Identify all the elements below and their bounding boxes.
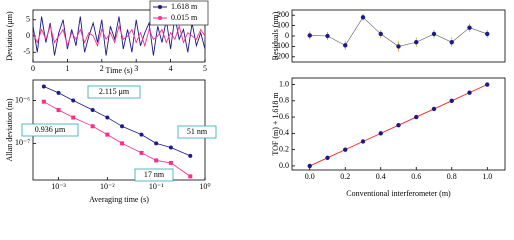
data-point	[90, 107, 95, 112]
data-point	[41, 84, 46, 89]
y-tick-label: 0.6	[279, 112, 289, 121]
x-tick-label: 0.0	[305, 172, 315, 181]
x-tick-label: 0.6	[411, 172, 421, 181]
data-point	[414, 114, 419, 120]
y-axis-label: Deviation (μm)	[5, 11, 14, 61]
x-axis-label: Averaging time (s)	[89, 195, 149, 204]
data-point	[307, 33, 312, 38]
data-point	[56, 107, 61, 112]
data-point	[378, 131, 383, 136]
data-point	[449, 98, 454, 103]
data-point	[325, 155, 330, 160]
data-point	[188, 174, 193, 179]
y-tick-label: 5	[26, 15, 30, 24]
annotation: 17 nm	[144, 170, 165, 179]
x-tick-label: 0	[31, 64, 35, 73]
y-tick-label: 10⁻⁷	[15, 138, 30, 147]
series-line	[43, 101, 191, 177]
data-point	[431, 106, 437, 112]
data-point	[120, 141, 125, 146]
annotation: 2.115 μm	[99, 87, 130, 96]
y-tick-label: 0	[26, 31, 30, 40]
x-tick-label: 3	[134, 64, 138, 73]
data-point	[343, 43, 348, 48]
series-line	[43, 86, 191, 157]
data-point	[485, 31, 490, 37]
legend-label: 1.618 m	[171, 2, 198, 11]
legend	[149, 0, 209, 26]
y-tick-label: 1.0	[279, 79, 289, 88]
data-point	[396, 44, 401, 49]
data-point	[414, 40, 419, 45]
plot-frame	[291, 77, 506, 171]
data-point	[378, 31, 383, 37]
legend-marker	[158, 5, 162, 9]
data-point	[139, 150, 144, 155]
data-point	[485, 82, 490, 87]
data-point	[467, 90, 472, 95]
y-tick-label: 0.4	[279, 128, 289, 137]
x-tick-label: 5	[203, 64, 207, 73]
data-point	[41, 99, 46, 104]
annotation-box	[21, 123, 79, 137]
y-axis-label: Residuals (nm)	[271, 11, 280, 60]
x-axis-label: Conventional interferometer (m)	[346, 189, 451, 198]
data-point	[343, 147, 348, 152]
data-point	[431, 31, 437, 37]
x-axis-label: Time (s)	[105, 66, 132, 75]
data-point	[90, 124, 95, 129]
y-tick-label: -100	[274, 41, 289, 50]
x-tick-label: 4	[169, 64, 173, 73]
x-tick-label: 0.2	[340, 172, 350, 181]
annotation-box	[177, 125, 217, 139]
data-point	[396, 123, 401, 128]
y-tick-label: 200	[277, 10, 289, 19]
data-point	[56, 90, 61, 95]
data-point	[120, 124, 125, 129]
x-tick-label: 1	[65, 64, 69, 73]
y-axis-label: TOF (m) + 1.618 m	[271, 92, 280, 156]
data-point	[307, 163, 312, 169]
data-point	[71, 98, 76, 103]
data-point	[105, 132, 110, 137]
annotation: 51 nm	[187, 127, 208, 136]
data-point	[360, 139, 366, 144]
y-tick-label: 0	[285, 31, 289, 40]
data-point	[139, 132, 144, 137]
data-point	[188, 153, 193, 158]
annotation-box	[87, 85, 141, 99]
x-tick-label: 10⁻³	[51, 182, 66, 191]
x-tick-label: 0.8	[447, 172, 457, 181]
data-point	[168, 160, 173, 165]
y-tick-label: -200	[274, 52, 289, 61]
series-line	[32, 24, 206, 48]
data-point	[467, 25, 472, 30]
data-point	[71, 115, 76, 120]
x-tick-label: 10⁻¹	[149, 182, 164, 191]
annotation-box	[134, 168, 174, 182]
y-axis-label: Allan deviation (m)	[5, 98, 14, 161]
data-point	[154, 141, 159, 146]
data-point	[105, 115, 110, 120]
data-point	[168, 145, 173, 150]
data-point	[154, 158, 159, 163]
legend-marker	[158, 16, 162, 20]
data-point	[449, 40, 454, 45]
x-tick-label: 10⁻²	[100, 182, 115, 191]
data-point	[360, 15, 366, 20]
y-tick-label: 10⁻⁶	[15, 95, 30, 104]
y-tick-label: 100	[277, 20, 289, 29]
y-tick-label: 0.8	[279, 96, 289, 105]
x-tick-label: 1.0	[482, 172, 492, 181]
data-point	[325, 33, 330, 39]
annotation: 0.936 μm	[35, 125, 66, 134]
legend-label: 0.015 m	[171, 13, 198, 22]
y-tick-label: 0.2	[279, 144, 289, 153]
x-tick-label: 0.4	[376, 172, 386, 181]
y-tick-label: 0.0	[279, 161, 289, 170]
x-tick-label: 2	[100, 64, 104, 73]
y-tick-label: -5	[23, 47, 30, 56]
x-tick-label: 10⁰	[199, 182, 210, 191]
